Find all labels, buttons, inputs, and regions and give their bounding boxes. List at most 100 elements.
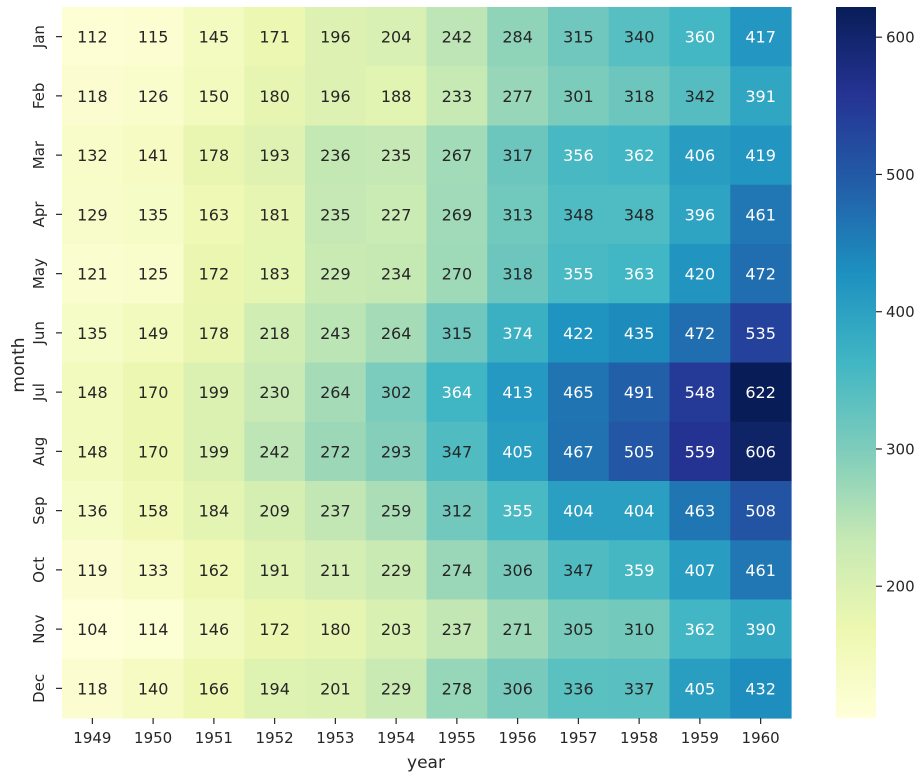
heatmap-cell-may-1959 xyxy=(669,244,731,304)
cell-value-label: 374 xyxy=(502,324,533,343)
cell-value-label: 417 xyxy=(745,28,776,47)
cell-value-label: 242 xyxy=(442,28,473,47)
cell-value-label: 211 xyxy=(320,561,351,580)
heatmap-cell-jan-1954 xyxy=(365,7,428,67)
heatmap-cell-jun-1954 xyxy=(365,303,428,364)
x-tick-label: 1959 xyxy=(681,729,719,747)
heatmap-cell-mar-1957 xyxy=(548,125,610,186)
heatmap-cell-may-1957 xyxy=(548,244,610,304)
cell-value-label: 172 xyxy=(259,620,290,639)
cell-value-label: 188 xyxy=(381,87,412,106)
heatmap-cell-dec-1958 xyxy=(608,658,671,719)
heatmap-cell-aug-1955 xyxy=(426,421,488,482)
heatmap-cell-jan-1950 xyxy=(122,7,185,67)
heatmap-cell-mar-1953 xyxy=(305,125,367,186)
heatmap-cell-feb-1950 xyxy=(122,66,185,127)
colorbar-tick-label: 300 xyxy=(886,440,915,458)
cell-value-label: 272 xyxy=(320,442,351,461)
heatmap-cell-jul-1955 xyxy=(426,362,488,423)
heatmap-cell-nov-1951 xyxy=(183,599,245,660)
cell-value-label: 191 xyxy=(259,561,290,580)
cell-value-label: 390 xyxy=(745,620,776,639)
colorbar: 200 300 400 500 600 xyxy=(836,7,915,718)
heatmap-cell-jun-1956 xyxy=(487,303,549,364)
cell-value-label: 463 xyxy=(685,502,716,521)
cell-value-label: 360 xyxy=(685,28,716,47)
heatmap-cell-jan-1949 xyxy=(62,7,124,67)
cell-value-label: 306 xyxy=(502,679,533,698)
heatmap-cell-may-1955 xyxy=(426,244,488,304)
cell-value-label: 405 xyxy=(685,679,716,698)
heatmap-cell-may-1951 xyxy=(183,244,245,304)
heatmap-cell-mar-1958 xyxy=(608,125,671,186)
heatmap-cell-aug-1957 xyxy=(548,421,610,482)
cell-value-label: 181 xyxy=(259,205,290,224)
cell-value-label: 363 xyxy=(624,265,655,284)
cell-value-label: 236 xyxy=(320,146,351,165)
cell-value-label: 461 xyxy=(745,561,776,580)
heatmap-cell-apr-1960 xyxy=(730,184,792,245)
heatmap-cell-oct-1958 xyxy=(608,540,671,601)
cell-value-label: 508 xyxy=(745,502,776,521)
heatmap-cell-jan-1960 xyxy=(730,7,792,67)
heatmap-cell-sep-1951 xyxy=(183,481,245,541)
cell-value-label: 119 xyxy=(77,561,108,580)
heatmap-cell-mar-1954 xyxy=(365,125,428,186)
cell-value-label: 405 xyxy=(502,442,533,461)
y-tick-label: Dec xyxy=(30,674,48,703)
heatmap-cell-nov-1959 xyxy=(669,599,731,660)
heatmap-cell-jul-1957 xyxy=(548,362,610,423)
cell-value-label: 406 xyxy=(685,146,716,165)
heatmap-cell-jan-1959 xyxy=(669,7,731,67)
heatmap-cell-dec-1956 xyxy=(487,658,549,719)
heatmap-cell-dec-1955 xyxy=(426,658,488,719)
x-tick-label: 1960 xyxy=(742,729,780,747)
heatmap-cell-may-1960 xyxy=(730,244,792,304)
heatmap-cell-aug-1950 xyxy=(122,421,185,482)
cell-value-label: 317 xyxy=(502,146,533,165)
cell-value-label: 199 xyxy=(199,442,230,461)
heatmap-cell-mar-1951 xyxy=(183,125,245,186)
x-tick-label: 1957 xyxy=(559,729,597,747)
heatmap-cell-jun-1955 xyxy=(426,303,488,364)
heatmap-cell-may-1956 xyxy=(487,244,549,304)
cell-value-label: 209 xyxy=(259,502,290,521)
cell-value-label: 135 xyxy=(77,324,108,343)
cell-value-label: 264 xyxy=(381,324,412,343)
heatmap-cell-may-1949 xyxy=(62,244,124,304)
cell-value-label: 293 xyxy=(381,442,412,461)
cell-value-label: 132 xyxy=(77,146,108,165)
heatmap-cell-jan-1952 xyxy=(244,7,306,67)
heatmap-cell-oct-1960 xyxy=(730,540,792,601)
heatmap-cell-apr-1953 xyxy=(305,184,367,245)
x-tick-label: 1951 xyxy=(195,729,233,747)
y-axis-label: month xyxy=(9,337,29,392)
cell-value-label: 243 xyxy=(320,324,351,343)
cell-value-label: 413 xyxy=(502,383,533,402)
heatmap-cell-mar-1955 xyxy=(426,125,488,186)
cell-value-label: 230 xyxy=(259,383,290,402)
heatmap-cell-nov-1950 xyxy=(122,599,185,660)
heatmap-cell-jul-1960 xyxy=(730,362,792,423)
cell-value-label: 342 xyxy=(685,87,716,106)
cell-value-label: 355 xyxy=(502,502,533,521)
cell-value-label: 364 xyxy=(442,383,473,402)
x-tick-label: 1953 xyxy=(316,729,354,747)
heatmap-cell-jun-1952 xyxy=(244,303,306,364)
cell-value-label: 264 xyxy=(320,383,351,402)
heatmap-cell-feb-1960 xyxy=(730,66,792,127)
heatmap-cell-aug-1949 xyxy=(62,421,124,482)
heatmap-cell-aug-1956 xyxy=(487,421,549,482)
cell-value-label: 274 xyxy=(442,561,473,580)
heatmap-cell-jun-1951 xyxy=(183,303,245,364)
cell-value-label: 432 xyxy=(745,679,776,698)
cell-value-label: 359 xyxy=(624,561,655,580)
cell-value-label: 347 xyxy=(442,442,473,461)
heatmap-cell-apr-1958 xyxy=(608,184,671,245)
heatmap-cell-jun-1959 xyxy=(669,303,731,364)
y-tick-label: Aug xyxy=(30,437,48,466)
cell-value-label: 170 xyxy=(138,442,169,461)
cell-value-label: 121 xyxy=(77,265,108,284)
cell-value-label: 315 xyxy=(563,28,594,47)
cell-value-label: 472 xyxy=(745,265,776,284)
